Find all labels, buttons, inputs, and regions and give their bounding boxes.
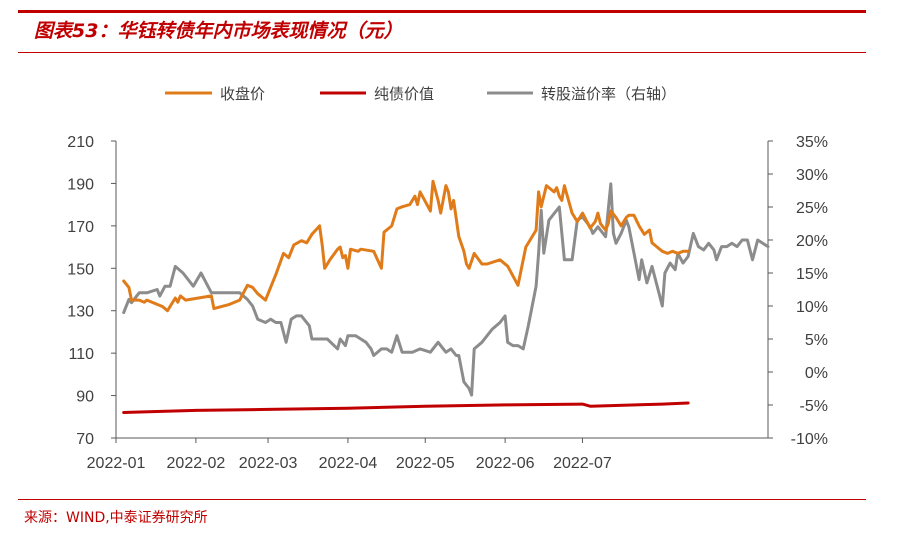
x-tick-label: 2022-06 bbox=[476, 455, 535, 472]
axes: 210 190 170 150 130 110 90 70 35% 30% 25% 20% 15% 10%… bbox=[67, 134, 828, 472]
y-left-tick-label: 130 bbox=[67, 304, 94, 321]
y-left-tick-label: 170 bbox=[67, 219, 94, 236]
x-tick-label: 2022-03 bbox=[239, 455, 298, 472]
y-right-tick-label: 30% bbox=[796, 167, 828, 184]
top-rule bbox=[18, 10, 866, 13]
y-right-tick-label: 25% bbox=[796, 200, 828, 217]
legend-label-bond: 纯债价值 bbox=[374, 85, 434, 103]
legend-label-premium: 转股溢价率（右轴） bbox=[541, 85, 676, 103]
x-tick-label: 2022-01 bbox=[87, 455, 146, 472]
bottom-rule bbox=[18, 499, 866, 500]
bond-value-line bbox=[122, 401, 690, 414]
title-rule bbox=[18, 52, 866, 53]
y-right-tick-label: 35% bbox=[796, 134, 828, 151]
y-left-tick-label: 70 bbox=[76, 431, 94, 448]
y-right-tick-label: 20% bbox=[796, 233, 828, 250]
y-left-tick-label: 190 bbox=[67, 176, 94, 193]
y-right-tick-label: 15% bbox=[796, 266, 828, 283]
x-tick-label: 2022-02 bbox=[167, 455, 226, 472]
y-right-tick-label: -5% bbox=[800, 398, 828, 415]
figure-title: 图表53：华钰转债年内市场表现情况（元） bbox=[34, 20, 403, 42]
legend: 收盘价 纯债价值 转股溢价率（右轴） bbox=[165, 85, 676, 103]
y-right-tick-label: 0% bbox=[805, 365, 828, 382]
y-right-tick-label: 5% bbox=[805, 332, 828, 349]
conversion-premium-line bbox=[122, 182, 770, 397]
y-right-tick-label: 10% bbox=[796, 299, 828, 316]
y-left-tick-label: 90 bbox=[76, 389, 94, 406]
y-left-tick-label: 150 bbox=[67, 261, 94, 278]
x-tick-label: 2022-07 bbox=[553, 455, 612, 472]
lines bbox=[122, 179, 770, 414]
y-right-tick-label: -10% bbox=[791, 431, 828, 448]
y-left-tick-label: 110 bbox=[68, 346, 94, 363]
legend-label-close: 收盘价 bbox=[220, 85, 265, 103]
figure-source: 来源：WIND,中泰证券研究所 bbox=[24, 510, 208, 526]
y-left-tick-label: 210 bbox=[67, 134, 94, 151]
x-tick-label: 2022-05 bbox=[396, 455, 455, 472]
close-price-line bbox=[122, 179, 690, 313]
x-tick-label: 2022-04 bbox=[319, 455, 378, 472]
